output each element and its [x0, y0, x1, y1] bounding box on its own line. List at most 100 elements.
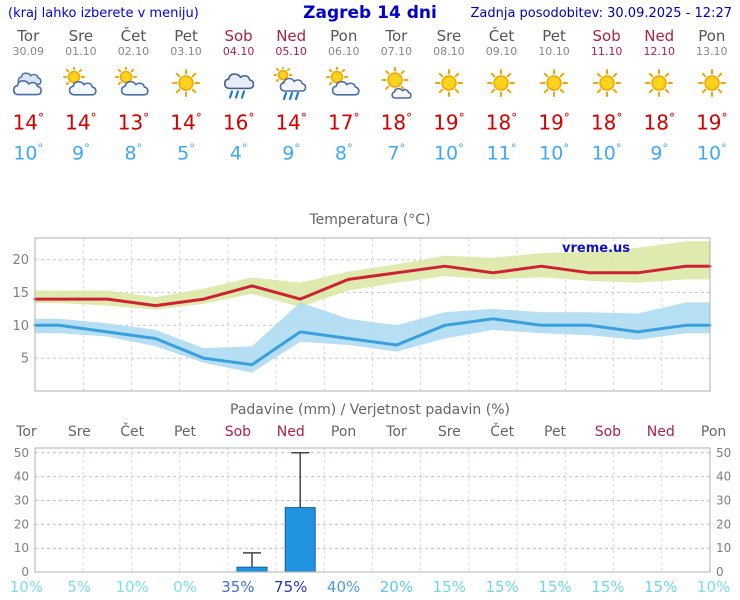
day-name: Sre [436, 27, 462, 45]
temp-low: 8° [124, 140, 143, 164]
precip-day-label: Čet [490, 424, 515, 440]
day-date: 09.10 [485, 45, 518, 58]
forecast-days-strip: Tor 30.09 14° 10° Sre 01.10 14° 9° Čet 02.10 13° 8°… [2, 28, 738, 164]
day-cell[interactable]: Pon 13.10 19° 10° [686, 28, 739, 164]
svg-text:30: 30 [716, 494, 731, 508]
temp-high: 13° [117, 110, 150, 135]
temp-low: 9° [282, 140, 301, 164]
day-cell[interactable]: Čet 09.10 18° 11° [475, 28, 528, 164]
sun-cloud-icon [317, 66, 370, 102]
sunny-icon [160, 66, 213, 102]
day-name: Tor [385, 27, 408, 45]
precip-probability: 10% [115, 578, 149, 596]
rain-sun-icon [265, 66, 318, 102]
temp-high: 18° [643, 110, 675, 135]
day-name: Čet [120, 27, 147, 45]
precip-day-label: Sre [67, 424, 91, 440]
sunny-icon [633, 66, 686, 102]
precip-day-label: Sob [594, 424, 622, 440]
svg-text:20: 20 [14, 517, 29, 531]
sunny-icon [423, 66, 476, 102]
svg-text:10: 10 [716, 541, 731, 555]
day-date: 12.10 [643, 45, 675, 58]
day-name: Pon [330, 27, 358, 45]
day-cell[interactable]: Pon 06.10 17° 8° [317, 28, 370, 164]
day-cell[interactable]: Sre 01.10 14° 9° [55, 28, 108, 164]
day-cell[interactable]: Ned 12.10 18° 9° [633, 28, 686, 164]
precip-probability-row: 10% 5% 10% 0% 35% 75% 40% 20% 15% 15% 15% 15% 15% 10% [0, 578, 740, 596]
svg-text:20: 20 [716, 517, 731, 531]
location-menu-hint[interactable]: (kraj lahko izberete v meniju) [8, 6, 199, 21]
day-date: 10.10 [538, 45, 570, 58]
precip-probability: 5% [67, 578, 92, 596]
precipitation-chart: 0 0 10 10 20 20 30 30 40 40 50 50 [14, 446, 732, 578]
svg-text:50: 50 [716, 446, 731, 460]
day-name: Sob [592, 27, 621, 45]
precip-day-label: Pet [544, 424, 567, 440]
day-date: 05.10 [275, 45, 307, 58]
temp-low: 4° [229, 140, 248, 164]
svg-text:40: 40 [716, 470, 731, 484]
sun-small-cloud-icon [370, 66, 423, 102]
day-date: 30.09 [12, 45, 45, 58]
day-name: Čet [488, 27, 515, 45]
day-name: Pon [698, 27, 726, 45]
temp-high: 18° [380, 110, 413, 135]
precip-day-labels-row: Tor Sre Čet Pet Sob Ned Pon Tor Sre Čet Pet Sob Ned P… [0, 424, 740, 440]
day-cell[interactable]: Tor 07.10 18° 7° [370, 28, 423, 164]
precip-day-label: Čet [120, 424, 145, 440]
day-cell[interactable]: Sre 08.10 19° 10° [423, 28, 476, 164]
day-cell[interactable]: Sob 11.10 18° 10° [580, 28, 633, 164]
svg-text:15: 15 [12, 286, 29, 301]
precip-chart-title: Padavine (mm) / Verjetnost padavin (%) [230, 402, 510, 418]
day-cell[interactable]: Tor 30.09 14° 10° [2, 28, 55, 164]
day-name: Tor [17, 27, 40, 45]
temp-low: 8° [334, 140, 353, 164]
svg-text:30: 30 [14, 494, 29, 508]
rain-icon [212, 66, 265, 102]
temp-low: 10° [433, 140, 464, 164]
watermark: vreme.us [562, 241, 630, 256]
day-name: Ned [276, 27, 307, 45]
temp-high: 14° [170, 110, 202, 135]
sunny-icon [580, 66, 633, 102]
day-cell[interactable]: Pet 10.10 19° 10° [528, 28, 581, 164]
precip-day-label: Tor [16, 424, 37, 440]
svg-text:20: 20 [12, 253, 29, 268]
temp-high: 14° [275, 110, 307, 135]
sunny-icon [686, 66, 739, 102]
temp-low: 10° [696, 140, 727, 164]
temp-low: 9° [71, 140, 90, 164]
day-date: 02.10 [117, 45, 150, 58]
day-name: Sob [224, 27, 253, 45]
page-title: Zagreb 14 dni [303, 3, 437, 23]
sunny-icon [528, 66, 581, 102]
day-name: Pet [174, 27, 198, 45]
temperature-chart: 5 10 15 20 vreme.us [12, 237, 712, 392]
precip-probability: 15% [432, 578, 466, 596]
temp-low: 10° [539, 140, 570, 164]
svg-text:40: 40 [14, 470, 29, 484]
precip-probability: 10% [9, 578, 44, 596]
day-date: 11.10 [590, 45, 623, 58]
day-cell[interactable]: Pet 03.10 14° 5° [160, 28, 213, 164]
temp-high: 18° [590, 110, 623, 135]
precip-day-label: Pon [700, 424, 727, 440]
day-cell[interactable]: Ned 05.10 14° 9° [265, 28, 318, 164]
temp-chart-title: Temperatura (°C) [309, 212, 431, 228]
day-cell[interactable]: Čet 02.10 13° 8° [107, 28, 160, 164]
precip-probability: 40% [326, 578, 361, 596]
precip-probability: 10% [696, 578, 731, 596]
precip-day-label: Tor [386, 424, 407, 440]
day-name: Ned [644, 27, 675, 45]
day-date: 13.10 [696, 45, 728, 58]
svg-text:50: 50 [14, 446, 29, 460]
svg-text:10: 10 [12, 319, 29, 334]
svg-text:0: 0 [21, 565, 29, 578]
temp-high: 19° [538, 110, 570, 135]
temp-high: 18° [485, 110, 518, 135]
precip-probability: 75% [274, 578, 308, 596]
day-date: 04.10 [222, 45, 255, 58]
day-cell[interactable]: Sob 04.10 16° 4° [212, 28, 265, 164]
